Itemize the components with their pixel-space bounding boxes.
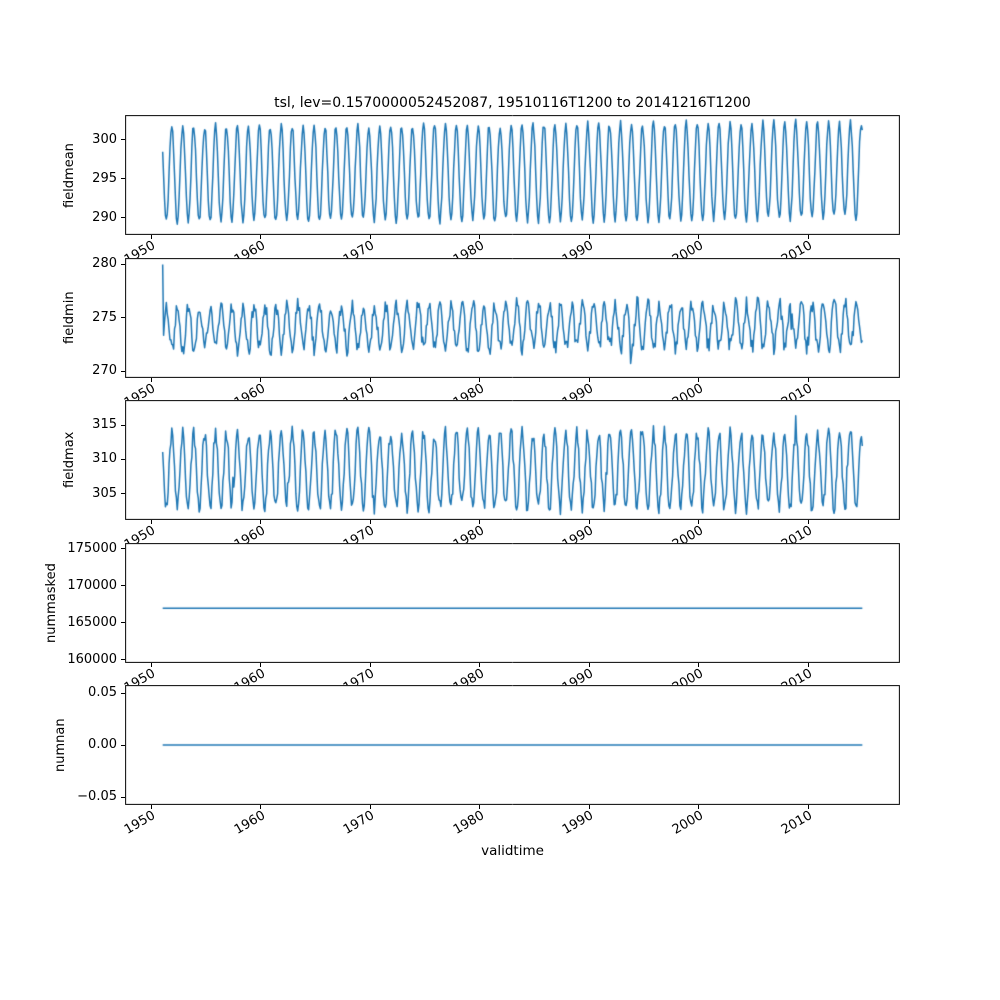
x-tick-mark xyxy=(698,235,700,239)
y-tick-label: 170000 xyxy=(67,577,117,593)
subplot-fieldmax: fieldmax 305 310 315 1950 1960 1970 1980 1990 20… xyxy=(62,400,900,553)
y-tick-mark xyxy=(121,217,125,219)
x-tick-mark xyxy=(150,235,152,239)
y-tick-mark xyxy=(121,139,125,141)
x-tick-mark xyxy=(260,377,262,382)
x-tick-label: 2010 xyxy=(778,808,816,839)
x-tick-mark xyxy=(369,805,371,810)
y-tick-label: −0.05 xyxy=(77,789,117,805)
x-tick-mark xyxy=(588,662,590,667)
y-tick-mark xyxy=(121,317,125,319)
x-tick-mark xyxy=(150,662,152,667)
x-tick-mark xyxy=(479,520,481,525)
x-tick-mark xyxy=(479,377,481,382)
x-tick-label: 1960 xyxy=(231,808,268,839)
x-tick-mark xyxy=(479,805,481,810)
chart-title: tsl, lev=0.1570000052452087, 19510116T12… xyxy=(274,95,751,111)
x-tick-mark xyxy=(807,662,809,667)
y-tick-label: 0.05 xyxy=(88,685,117,701)
x-tick-mark xyxy=(698,805,700,810)
y-tick-mark xyxy=(121,493,125,495)
x-tick-label: 2000 xyxy=(669,808,706,839)
subplot-nummasked: nummasked 160000 165000 170000 175000 1950 19… xyxy=(44,541,900,695)
x-tick-mark xyxy=(807,520,809,525)
x-tick-mark xyxy=(807,235,809,239)
x-tick-mark xyxy=(260,662,262,667)
x-tick-mark xyxy=(150,520,152,525)
y-tick-mark xyxy=(121,370,125,372)
numnan-line-chart xyxy=(125,685,900,806)
subplot-numnan: numnan −0.05 0.00 0.05 1950 1960 1970 1980 1990… xyxy=(53,685,900,838)
x-tick-mark xyxy=(150,377,152,382)
y-tick-label: 0.00 xyxy=(88,737,117,753)
y-tick-label: 290 xyxy=(92,209,117,225)
x-tick-label: 1950 xyxy=(122,808,159,839)
x-tick-mark xyxy=(260,520,262,525)
y-tick-mark xyxy=(121,585,125,587)
y-tick-mark xyxy=(121,622,125,624)
nummasked-line-chart xyxy=(125,542,900,663)
y-tick-label: 305 xyxy=(92,485,117,501)
x-tick-mark xyxy=(369,520,371,525)
y-tick-label: 275 xyxy=(92,309,117,325)
x-tick-label: 1990 xyxy=(559,808,597,839)
y-tick-mark xyxy=(121,178,125,180)
fieldmax-line-chart xyxy=(125,400,900,521)
x-tick-mark xyxy=(369,662,371,667)
y-tick-mark xyxy=(121,424,125,426)
y-tick-label: 280 xyxy=(92,256,117,272)
x-tick-mark xyxy=(698,377,700,382)
y-tick-mark xyxy=(121,692,125,694)
y-tick-mark xyxy=(121,548,125,550)
y-tick-label: 300 xyxy=(92,131,117,147)
x-tick-mark xyxy=(479,662,481,667)
y-tick-mark xyxy=(121,458,125,460)
fieldmin-line-chart xyxy=(125,257,900,378)
y-tick-label: 295 xyxy=(92,170,117,186)
y-tick-mark xyxy=(121,796,125,798)
subplot-fieldmean: fieldmean 290 295 300 1950 1960 1970 1980 1990 2… xyxy=(62,115,900,268)
x-tick-mark xyxy=(807,377,809,382)
y-tick-mark xyxy=(121,263,125,265)
x-tick-mark xyxy=(588,377,590,382)
x-tick-mark xyxy=(369,235,371,239)
x-tick-mark xyxy=(369,377,371,382)
y-tick-label: 165000 xyxy=(67,614,117,630)
x-tick-mark xyxy=(260,235,262,239)
y-axis-label-nummasked: nummasked xyxy=(44,562,59,643)
x-tick-label: 1970 xyxy=(341,808,378,839)
subplot-fieldmin: fieldmin 270 275 280 1950 1960 1970 1980 1990 20… xyxy=(62,256,900,410)
fieldmean-line-chart xyxy=(125,115,900,235)
x-tick-mark xyxy=(807,805,809,810)
x-axis-label: validtime xyxy=(481,843,544,859)
x-tick-mark xyxy=(588,235,590,239)
y-tick-label: 160000 xyxy=(67,651,117,667)
x-tick-label: 1980 xyxy=(450,808,487,839)
x-tick-mark xyxy=(479,235,481,239)
x-tick-mark xyxy=(698,520,700,525)
x-tick-mark xyxy=(150,805,152,810)
x-tick-mark xyxy=(260,805,262,810)
y-tick-label: 270 xyxy=(92,363,117,379)
y-tick-label: 315 xyxy=(92,417,117,432)
x-tick-mark xyxy=(588,805,590,810)
y-tick-label: 310 xyxy=(92,451,117,467)
y-tick-label: 175000 xyxy=(67,540,117,556)
x-tick-mark xyxy=(698,662,700,667)
x-tick-mark xyxy=(588,520,590,525)
y-tick-mark xyxy=(121,744,125,746)
y-tick-mark xyxy=(121,659,125,661)
